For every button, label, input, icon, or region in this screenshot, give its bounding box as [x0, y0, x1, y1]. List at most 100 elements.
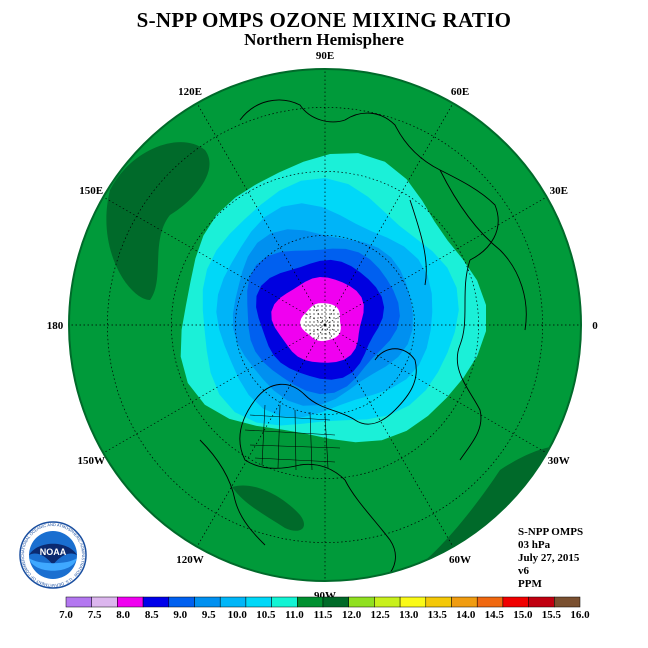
- stipple-dot: [337, 329, 339, 331]
- stipple-dot: [325, 317, 327, 319]
- stipple-dot: [313, 321, 315, 323]
- stipple-dot: [325, 309, 327, 311]
- stipple-dot: [313, 305, 315, 307]
- stipple-dot: [325, 321, 327, 323]
- stipple-dot: [333, 313, 335, 315]
- stipple-dot: [321, 325, 323, 327]
- longitude-label: 60W: [449, 554, 471, 566]
- stipple-dot: [325, 337, 327, 339]
- logo-text: NOAA: [40, 547, 67, 557]
- info-units: PPM: [518, 578, 542, 590]
- longitude-label: 0: [592, 320, 598, 332]
- state-boundaries: [244, 414, 341, 463]
- noaa-logo: NOAA NATIONAL OCEANIC AND ATMOSPHERIC AD…: [18, 520, 87, 589]
- stipple-dot: [317, 305, 319, 307]
- stipple-dot: [309, 325, 311, 327]
- stipple-dot: [309, 329, 311, 331]
- info-level: 03 hPa: [518, 539, 551, 551]
- stipple-dot: [321, 309, 323, 311]
- stipple-dot: [317, 337, 319, 339]
- stipple-dot: [313, 313, 315, 315]
- dark-field-patch: [232, 485, 305, 531]
- stipple-dot: [317, 309, 319, 311]
- stipple-dot: [333, 317, 335, 319]
- stipple-dot: [325, 329, 327, 331]
- stipple-dot: [313, 309, 315, 311]
- logo-bird: [29, 543, 77, 565]
- stipple-dot: [337, 313, 339, 315]
- stipple-dot: [329, 313, 331, 315]
- longitude-label: 90E: [316, 50, 334, 62]
- stipple-dot: [317, 333, 319, 335]
- meridian: [324, 324, 454, 547]
- stipple-dot: [313, 325, 315, 327]
- coastline-eurasia-north: [239, 99, 499, 261]
- stipple-dot: [309, 313, 311, 315]
- longitude-label: 180: [47, 320, 64, 332]
- stipple-dot: [305, 317, 307, 319]
- longitude-label: 60E: [451, 86, 469, 98]
- coastline-siberia: [409, 199, 427, 286]
- stipple-dot: [309, 317, 311, 319]
- stipple-dot: [333, 329, 335, 331]
- stipple-dot: [337, 321, 339, 323]
- stipple-dot: [333, 321, 335, 323]
- state-boundaries-vertical: [261, 404, 329, 471]
- stipple-dot: [321, 337, 323, 339]
- map-subtitle: Northern Hemisphere: [244, 30, 404, 49]
- info-version: v6: [518, 565, 529, 577]
- stipple-dot: [305, 313, 307, 315]
- stipple-dot: [313, 333, 315, 335]
- longitude-label: 30E: [550, 185, 568, 197]
- info-block: S-NPP OMPS 03 hPa July 27, 2015 v6 PPM: [518, 526, 583, 591]
- stipple-dot: [321, 305, 323, 307]
- coastline-europe: [456, 259, 482, 461]
- stipple-dot: [325, 313, 327, 315]
- coastline-canada: [254, 383, 396, 425]
- stipple-dot: [309, 309, 311, 311]
- stipple-dot: [329, 309, 331, 311]
- stipple-dot: [329, 337, 331, 339]
- longitude-label: 150W: [77, 455, 105, 467]
- coastline-alaska-pacific: [199, 439, 266, 546]
- stipple-dot: [321, 313, 323, 315]
- stipple-dot: [333, 333, 335, 335]
- stipple-dot: [333, 325, 335, 327]
- longitude-label: 120E: [178, 86, 202, 98]
- longitude-label: 90W: [314, 590, 336, 602]
- map-title: S-NPP OMPS OZONE MIXING RATIO: [136, 8, 512, 32]
- stipple-dot: [321, 321, 323, 323]
- stipple-dot: [321, 317, 323, 319]
- meridian: [103, 324, 326, 454]
- longitude-label: 150E: [79, 185, 103, 197]
- political-boundaries: [244, 404, 341, 471]
- meridian: [324, 196, 547, 326]
- meridian: [324, 324, 547, 454]
- stipple-dot: [317, 329, 319, 331]
- stipple-dot: [321, 333, 323, 335]
- longitude-label: 30W: [548, 455, 570, 467]
- meridian: [103, 196, 326, 326]
- map-boundary: [68, 68, 582, 582]
- logo-water: [29, 558, 77, 571]
- stipple-dot: [337, 317, 339, 319]
- coastline-asia-east: [439, 169, 527, 331]
- latitude-circle: [235, 235, 415, 415]
- graticule: [69, 69, 581, 581]
- stipple-dot: [325, 333, 327, 335]
- stipple-dot: [325, 305, 327, 307]
- stipple-dot: [305, 325, 307, 327]
- stipple-dot: [337, 325, 339, 327]
- coastlines: [199, 99, 527, 579]
- ozone-contour-bands: [180, 153, 486, 443]
- meridian: [196, 324, 326, 547]
- ozone-field: [69, 69, 581, 581]
- meridian: [196, 103, 326, 326]
- latitude-circle: [171, 171, 479, 479]
- stipple-dot: [329, 325, 331, 327]
- info-date: July 27, 2015: [518, 552, 580, 564]
- stipple-dot: [317, 325, 319, 327]
- info-instrument: S-NPP OMPS: [518, 526, 584, 538]
- stipple-dot: [329, 329, 331, 331]
